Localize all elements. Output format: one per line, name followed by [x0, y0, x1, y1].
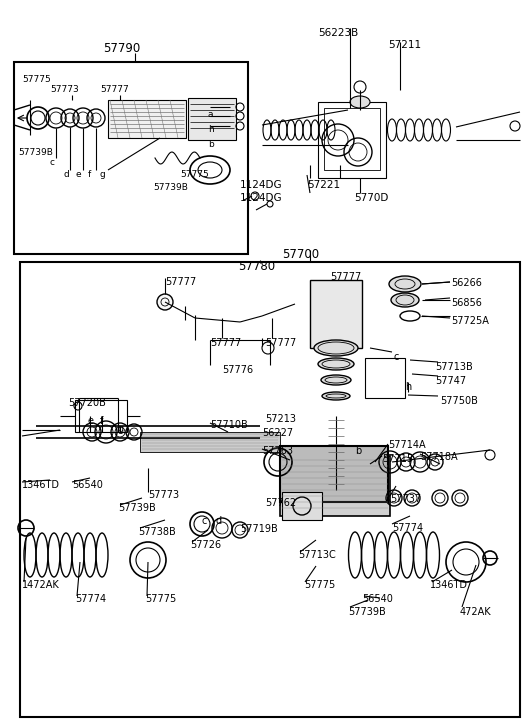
Text: 1346TD: 1346TD	[22, 480, 60, 490]
Text: 1124DG: 1124DG	[240, 180, 282, 190]
Text: g: g	[100, 170, 106, 179]
Bar	[365, 358, 405, 398]
Text: 56540: 56540	[362, 594, 393, 604]
Text: c: c	[202, 516, 208, 526]
Text: 56227: 56227	[262, 428, 293, 438]
Text: 57775: 57775	[22, 75, 51, 84]
Ellipse shape	[314, 340, 358, 356]
Text: 57739B: 57739B	[153, 183, 188, 192]
Text: 57777: 57777	[265, 338, 296, 348]
Text: d: d	[63, 170, 68, 179]
Text: 57719B: 57719B	[240, 524, 278, 534]
Text: 57775: 57775	[180, 170, 209, 179]
Text: 57776: 57776	[222, 365, 253, 375]
Text: 57775: 57775	[304, 580, 335, 590]
Text: 57739B: 57739B	[118, 503, 156, 513]
Text: b: b	[208, 140, 214, 149]
Text: g: g	[118, 424, 124, 434]
Bar	[140, 432, 280, 452]
Text: 57747: 57747	[435, 376, 466, 386]
Text: c: c	[50, 158, 55, 167]
Bar	[280, 456, 390, 516]
Text: 57739B: 57739B	[348, 607, 386, 617]
Bar	[20, 262, 520, 717]
Text: 57720B: 57720B	[68, 398, 106, 408]
Bar	[75, 400, 127, 432]
Text: 57777: 57777	[165, 277, 196, 287]
Text: 57780: 57780	[238, 260, 275, 273]
Text: 57763: 57763	[262, 446, 293, 456]
Bar	[324, 108, 380, 170]
Text: 57739B: 57739B	[18, 148, 53, 157]
Bar	[108, 100, 186, 138]
Text: 57774: 57774	[392, 523, 423, 533]
Text: 57774: 57774	[75, 594, 106, 604]
Ellipse shape	[321, 375, 351, 385]
Text: 1124DG: 1124DG	[240, 193, 282, 203]
Text: a: a	[208, 110, 213, 119]
Text: 5770D: 5770D	[354, 193, 388, 203]
Text: 57718A: 57718A	[420, 452, 458, 462]
Text: 57790: 57790	[103, 42, 140, 55]
Text: 57738B: 57738B	[138, 527, 176, 537]
Text: 57750B: 57750B	[440, 396, 478, 406]
Circle shape	[157, 294, 173, 310]
Ellipse shape	[318, 358, 354, 370]
Text: 1472AK: 1472AK	[22, 580, 60, 590]
Text: d: d	[215, 516, 221, 526]
Text: e: e	[76, 170, 82, 179]
Text: e: e	[88, 416, 94, 426]
Text: f: f	[100, 416, 104, 426]
Text: 57713C: 57713C	[298, 550, 336, 560]
Text: 57710B: 57710B	[210, 420, 248, 430]
Text: 57213: 57213	[265, 414, 296, 424]
Text: 57715: 57715	[382, 454, 413, 464]
Bar	[14, 62, 248, 254]
Text: 56223B: 56223B	[318, 28, 358, 38]
Text: 57762: 57762	[265, 498, 296, 508]
Text: 57726: 57726	[190, 540, 221, 550]
Text: 57713B: 57713B	[435, 362, 473, 372]
Text: 57775: 57775	[145, 594, 176, 604]
Text: 56540: 56540	[72, 480, 103, 490]
Ellipse shape	[322, 392, 350, 400]
Ellipse shape	[391, 293, 419, 307]
Text: f: f	[88, 170, 91, 179]
Bar	[282, 492, 322, 520]
Text: 57211: 57211	[388, 40, 421, 50]
Text: b: b	[355, 446, 361, 456]
Bar	[188, 98, 236, 140]
Text: 57773: 57773	[50, 85, 79, 94]
Ellipse shape	[350, 96, 370, 108]
Text: 56266: 56266	[451, 278, 482, 288]
Bar	[280, 446, 388, 502]
Text: c: c	[394, 352, 399, 362]
Text: 57777: 57777	[330, 272, 361, 282]
Text: 57221: 57221	[307, 180, 340, 190]
Text: 472AK: 472AK	[460, 607, 492, 617]
Bar	[310, 280, 362, 348]
Text: 57714A: 57714A	[388, 440, 426, 450]
Ellipse shape	[389, 276, 421, 292]
Bar	[318, 102, 386, 178]
Text: 57777: 57777	[100, 85, 129, 94]
Text: 57737: 57737	[390, 494, 421, 504]
Text: 57777: 57777	[210, 338, 241, 348]
Text: h: h	[405, 382, 411, 392]
Text: h: h	[208, 125, 214, 134]
Text: 57700: 57700	[282, 248, 319, 261]
Text: 57773: 57773	[148, 490, 179, 500]
Text: 57725A: 57725A	[451, 316, 489, 326]
Text: 56856: 56856	[451, 298, 482, 308]
Text: 1346TD: 1346TD	[430, 580, 468, 590]
